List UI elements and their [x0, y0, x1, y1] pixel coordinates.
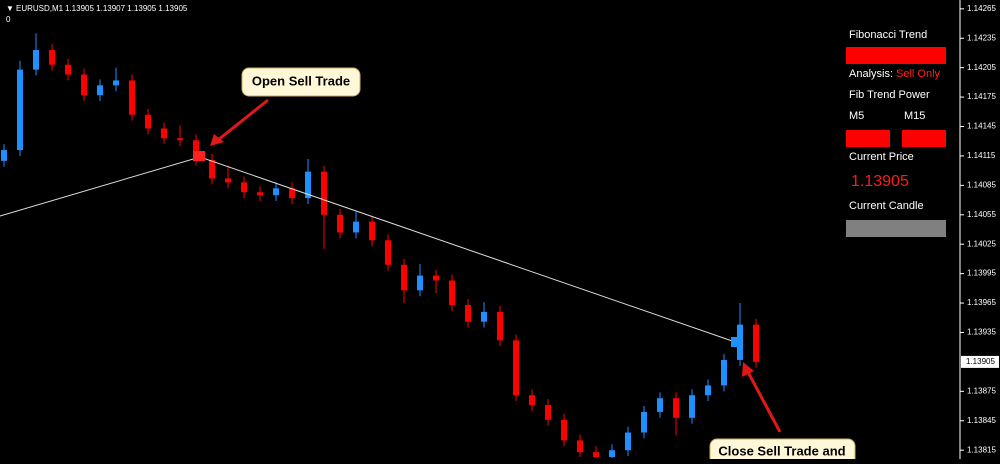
candle-body: [721, 359, 727, 386]
price-title: Current Price: [849, 151, 914, 163]
callout-text: Open Sell Trade: [252, 73, 350, 88]
candle-body: [33, 50, 39, 70]
candle-body: [337, 214, 343, 233]
candle-body: [1, 150, 7, 161]
callout-box: [241, 67, 361, 97]
callout-arrow: [217, 98, 269, 142]
callout-box: [709, 438, 856, 464]
y-tick-label: 1.14235: [967, 33, 996, 42]
candle-body: [161, 128, 167, 139]
candle-body: [593, 452, 599, 458]
arrow-head: [210, 134, 224, 146]
analysis-label: Analysis:: [849, 68, 893, 80]
current-price: 1.13905: [851, 173, 909, 190]
candle-body: [129, 80, 135, 115]
candle-body: [385, 240, 391, 265]
candle-body: [321, 171, 327, 215]
candle-body: [545, 405, 551, 420]
y-tick-label: 1.13875: [967, 386, 996, 395]
candle-body: [417, 275, 423, 291]
candle-body: [625, 432, 631, 451]
candle-body: [49, 50, 55, 65]
sell-marker: [193, 151, 205, 161]
candle-body: [497, 311, 503, 341]
candle-body: [273, 188, 279, 196]
y-tick-label: 1.14115: [967, 151, 996, 160]
candle-body: [561, 419, 567, 441]
candle-body: [289, 188, 295, 199]
y-tick-label: 1.14085: [967, 180, 996, 189]
candle-body: [353, 221, 359, 233]
candle-body: [753, 324, 759, 362]
y-tick-label: 1.13935: [967, 328, 996, 337]
callout-arrow: [746, 371, 782, 433]
candle-body: [513, 340, 519, 396]
candle-body: [609, 450, 615, 458]
candle-body: [241, 182, 247, 193]
y-tick-label: 1.14205: [967, 63, 996, 72]
candle-body: [673, 398, 679, 418]
header-symbol: EURUSD,M1: [16, 4, 64, 13]
candle-body: [193, 140, 199, 160]
m5-bar: [846, 130, 890, 147]
candle-body: [577, 440, 583, 453]
candles: [1, 33, 759, 459]
header-arrow: ▼: [6, 4, 14, 13]
candle-body: [465, 305, 471, 322]
y-tick-label: 1.13845: [967, 416, 996, 425]
candle-body: [17, 69, 23, 151]
candle-body: [209, 159, 215, 179]
m5-label: M5: [849, 110, 864, 122]
panel-title: Fibonacci Trend: [849, 29, 927, 41]
y-tick-label: 1.14025: [967, 239, 996, 248]
y-tick-label: 1.14175: [967, 92, 996, 101]
candle-body: [433, 275, 439, 281]
trend-bar: [846, 47, 946, 64]
y-tick-label: 1.14145: [967, 122, 996, 131]
candle-body: [705, 385, 711, 396]
m15-label: M15: [904, 110, 925, 122]
close-marker: [731, 337, 743, 347]
candle-body: [369, 221, 375, 241]
candle-body: [97, 85, 103, 96]
candle-title: Current Candle: [849, 200, 924, 212]
analysis-value: Sell Only: [896, 68, 941, 80]
candle-bar: [846, 220, 946, 237]
candle-body: [641, 411, 647, 433]
candle-body: [257, 192, 263, 196]
candle-body: [481, 311, 487, 322]
candle-body: [81, 74, 87, 96]
arrow-head: [742, 362, 754, 377]
header-sub: 0: [6, 15, 11, 24]
candle-body: [449, 280, 455, 306]
header-quote: 1.13905 1.13907 1.13905 1.13905: [65, 4, 188, 13]
power-title: Fib Trend Power: [849, 89, 930, 101]
candle-body: [113, 80, 119, 86]
y-tick-label: 1.13965: [967, 298, 996, 307]
candle-body: [529, 395, 535, 406]
y-tick-label: 1.13815: [967, 445, 996, 454]
price-tag: [961, 355, 999, 368]
candle-body: [177, 138, 183, 141]
candle-body: [657, 398, 663, 412]
price-tag-label: 1.13905: [966, 357, 995, 366]
candle-body: [145, 114, 151, 129]
candle-body: [689, 395, 695, 418]
candle-body: [65, 64, 71, 75]
y-tick-label: 1.14055: [967, 210, 996, 219]
callout-text: Close Sell Trade and: [718, 443, 845, 458]
m15-bar: [902, 130, 946, 147]
candle-body: [225, 178, 231, 183]
candle-body: [401, 264, 407, 291]
y-tick-label: 1.14265: [967, 4, 996, 13]
candle-body: [305, 171, 311, 199]
y-tick-label: 1.13995: [967, 269, 996, 278]
